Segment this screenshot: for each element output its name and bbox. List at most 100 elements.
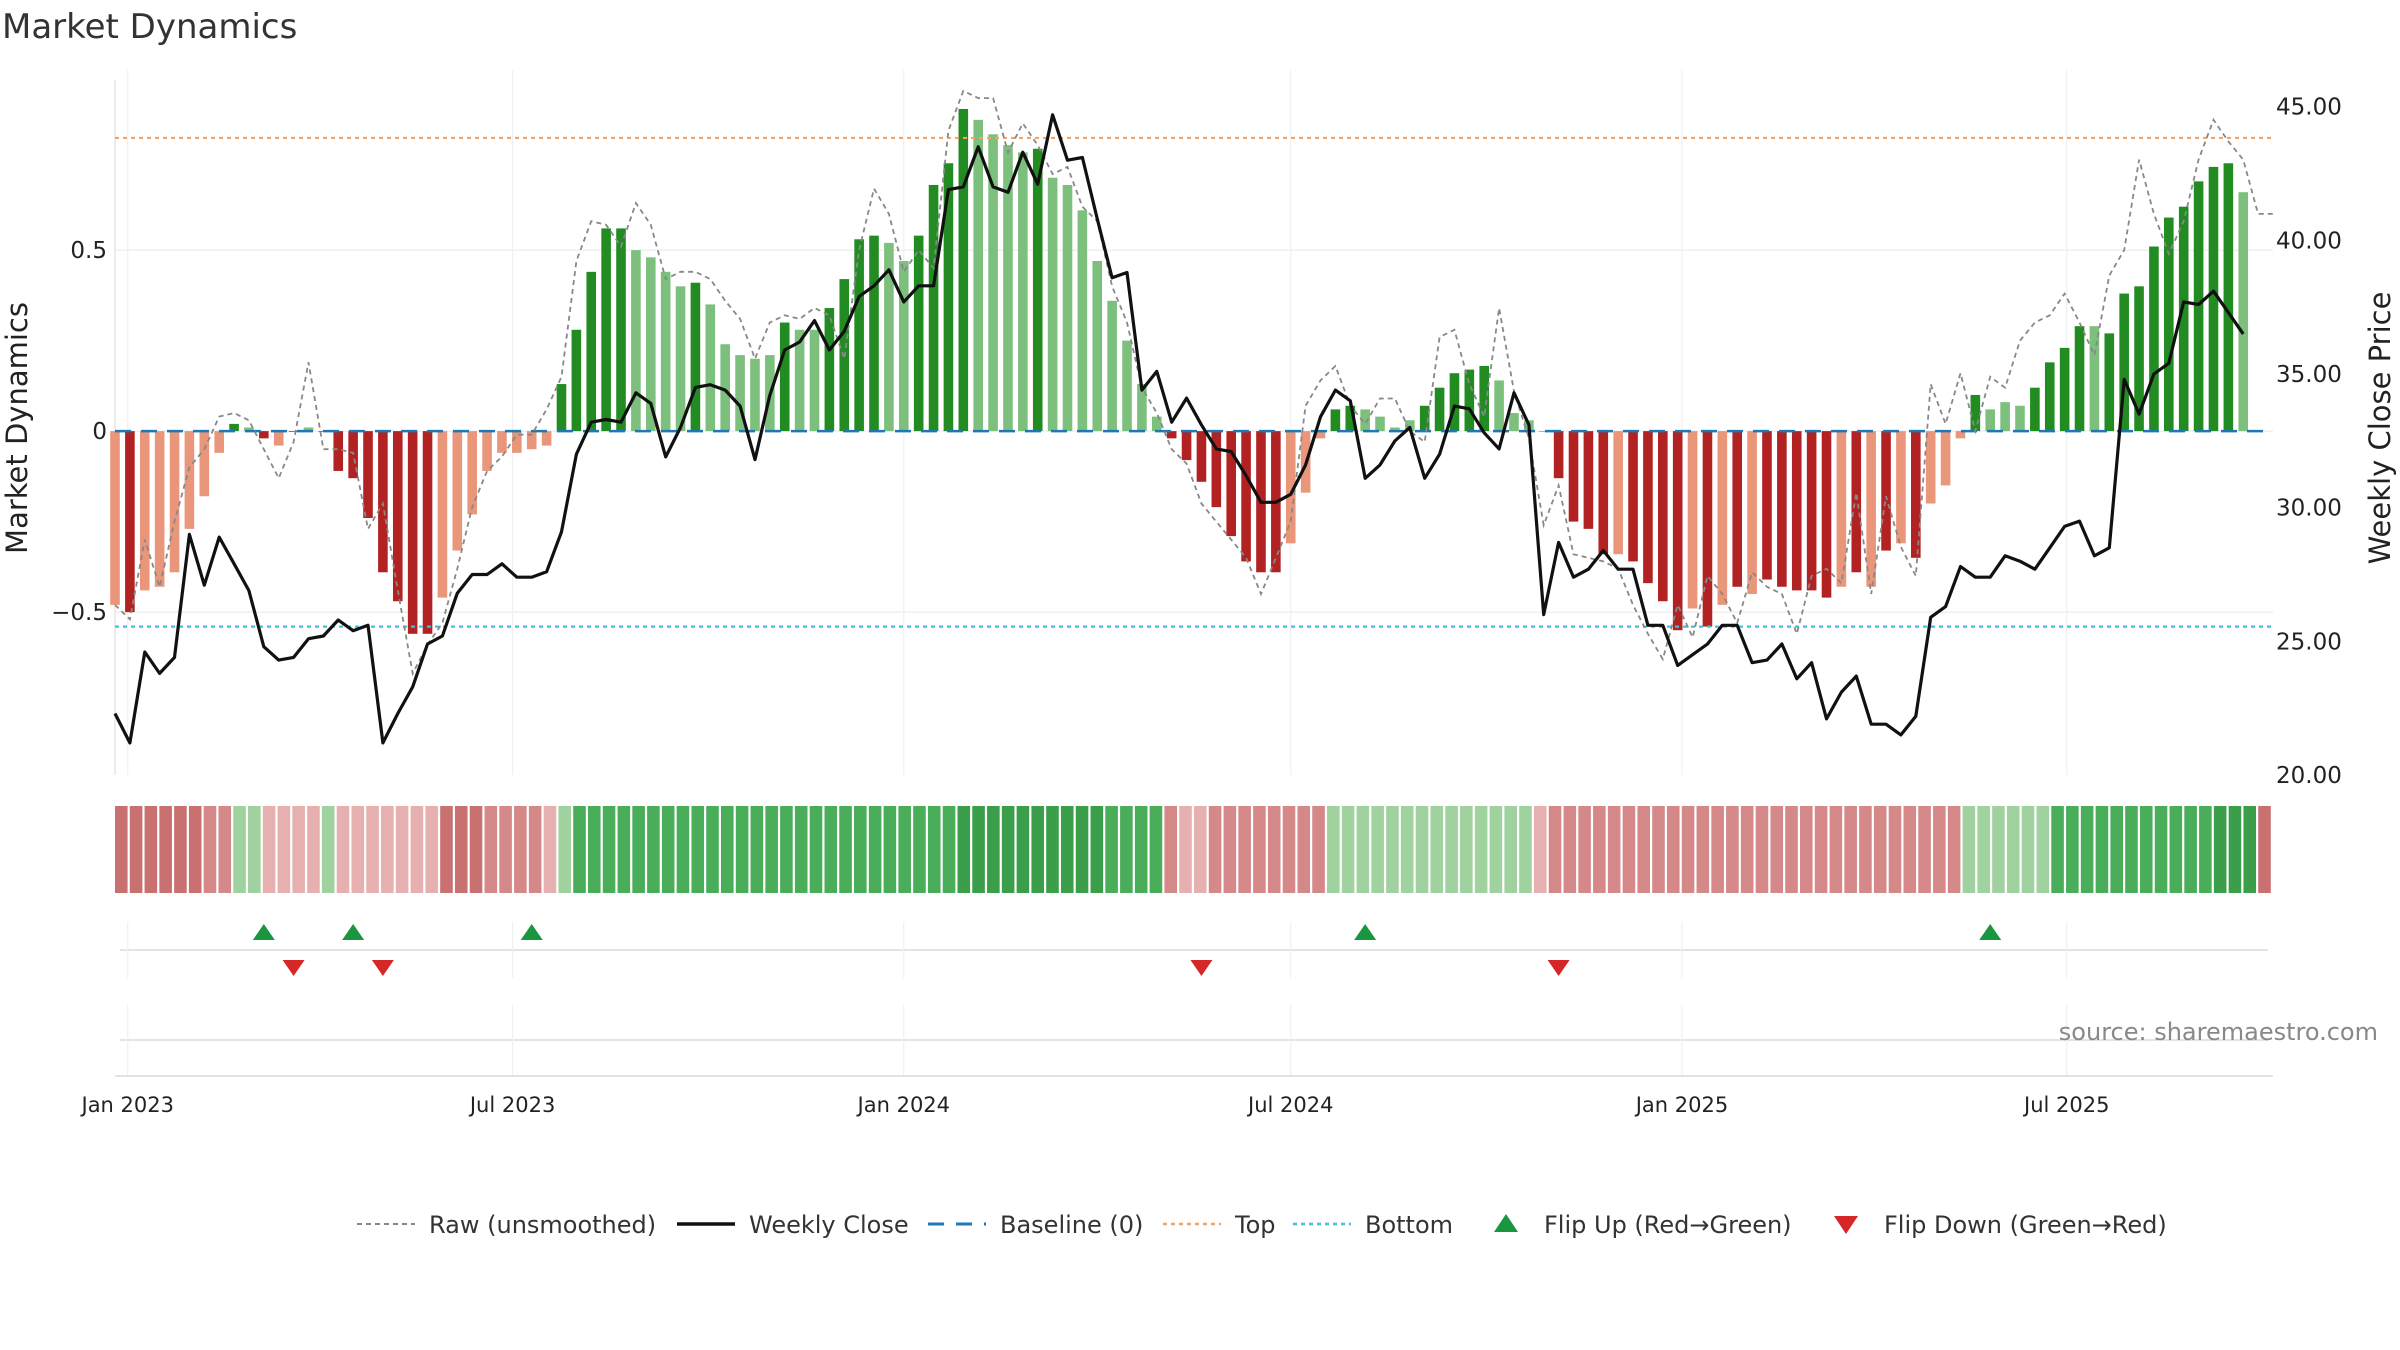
flip-down-marker (282, 960, 305, 976)
dynamics-bar (1151, 416, 1162, 432)
dynamics-bar (512, 431, 522, 453)
legend: Raw (unsmoothed) Weekly Close Baseline (0)… (357, 1211, 2167, 1239)
dynamics-bar (1806, 431, 1817, 591)
regime-cell (868, 806, 882, 893)
regime-cell (144, 806, 158, 893)
dynamics-bar (824, 308, 835, 432)
regime-cell (1179, 806, 1192, 893)
regime-cell (425, 806, 438, 893)
regime-cell (1415, 806, 1429, 893)
dynamics-bar (2119, 293, 2129, 432)
regime-cell (262, 806, 276, 893)
regime-cell (381, 806, 394, 893)
dynamics-bar (660, 271, 671, 432)
regime-cell (1001, 806, 1015, 893)
regime-cell (2258, 806, 2271, 893)
legend-item-flipup: Flip Up (Red→Green) (1494, 1211, 1792, 1239)
dynamics-bar (735, 355, 745, 432)
legend-label: Top (1234, 1211, 1276, 1239)
dynamics-bar (2000, 402, 2010, 432)
y-axis-right-label: Weekly Close Price (2363, 292, 2397, 565)
regime-cell (2139, 806, 2153, 893)
regime-cell (780, 806, 793, 893)
dynamics-bar (958, 108, 969, 432)
dynamics-bar (1122, 340, 1132, 432)
dynamics-bar (2238, 192, 2249, 432)
regime-cell (395, 806, 409, 893)
flip-down-marker (371, 960, 394, 976)
regime-cell (336, 806, 350, 893)
legend-label: Raw (unsmoothed) (429, 1211, 656, 1239)
dynamics-bar (1419, 405, 1430, 432)
regime-cell (1046, 806, 1059, 893)
dynamics-bar (1434, 387, 1445, 432)
dynamics-bar (1955, 431, 1966, 439)
regime-cell (602, 806, 616, 893)
dynamics-bar (1628, 431, 1638, 562)
regime-cell (1208, 806, 1222, 893)
dynamics-bar (288, 431, 299, 432)
regime-strip-panel (115, 806, 2271, 893)
regime-cell (1844, 806, 1857, 893)
regime-cell (1120, 806, 1133, 893)
legend-label: Bottom (1365, 1211, 1453, 1239)
regime-cell (1371, 806, 1384, 893)
regime-cell (115, 806, 128, 893)
dynamics-bar (1791, 431, 1802, 591)
dynamics-bar (378, 431, 388, 573)
y-right-tick-label: 25.00 (2276, 629, 2342, 655)
y-right-tick-label: 20.00 (2276, 763, 2342, 789)
regime-cell (1090, 806, 1104, 893)
regime-cell (1800, 806, 1813, 893)
dynamics-bar (1538, 431, 1549, 432)
dynamics-bar (1092, 260, 1103, 432)
dynamics-bar (1881, 431, 1891, 551)
dynamics-bar (616, 228, 626, 432)
dynamics-bar (467, 431, 477, 515)
dynamics-bar (407, 431, 418, 634)
regime-cell (1637, 806, 1651, 893)
regime-cell (1519, 806, 1532, 893)
dynamics-bar (214, 431, 224, 453)
regime-cell (987, 806, 1000, 893)
regime-cell (1933, 806, 1946, 893)
dynamics-bar (556, 384, 567, 432)
dynamics-bar (571, 329, 582, 432)
dynamics-bar (184, 431, 195, 529)
dynamics-bar (1107, 300, 1117, 432)
regime-cell (129, 806, 143, 893)
dynamics-bar (854, 239, 864, 432)
regime-cell (1445, 806, 1458, 893)
regime-cell (691, 806, 705, 893)
dynamics-bar (1464, 369, 1475, 432)
dynamics-bar (244, 427, 254, 432)
regime-cell (1903, 806, 1917, 893)
regime-cell (1060, 806, 1074, 893)
regime-cell (2021, 806, 2035, 893)
dynamics-bar (1940, 431, 1951, 486)
dynamics-bar (973, 119, 983, 432)
regime-cell (883, 806, 897, 893)
dynamics-bar (1345, 405, 1356, 432)
chart-title: Market Dynamics (2, 7, 297, 47)
regime-cell (1918, 806, 1931, 893)
dynamics-bar (497, 431, 507, 453)
regime-cell (2243, 806, 2257, 893)
x-tick-label: Jan 2025 (1634, 1093, 1729, 1117)
y-axis-left-label: Market Dynamics (0, 302, 34, 554)
regime-cell (839, 806, 852, 893)
regime-cell (721, 806, 734, 893)
legend-item-top: Top (1163, 1211, 1276, 1239)
dynamics-bar (139, 431, 150, 591)
dynamics-bar (2193, 181, 2204, 432)
regime-cell (292, 806, 305, 893)
regime-cell (351, 806, 365, 893)
legend-label: Weekly Close (749, 1211, 909, 1239)
dynamics-bar (333, 431, 344, 471)
regime-cell (1356, 806, 1370, 893)
regime-cell (854, 806, 867, 893)
y-right-tick-label: 30.00 (2276, 496, 2342, 522)
dynamics-bar (675, 286, 686, 432)
legend-item-raw: Raw (unsmoothed) (357, 1211, 656, 1239)
regime-cell (1341, 806, 1355, 893)
